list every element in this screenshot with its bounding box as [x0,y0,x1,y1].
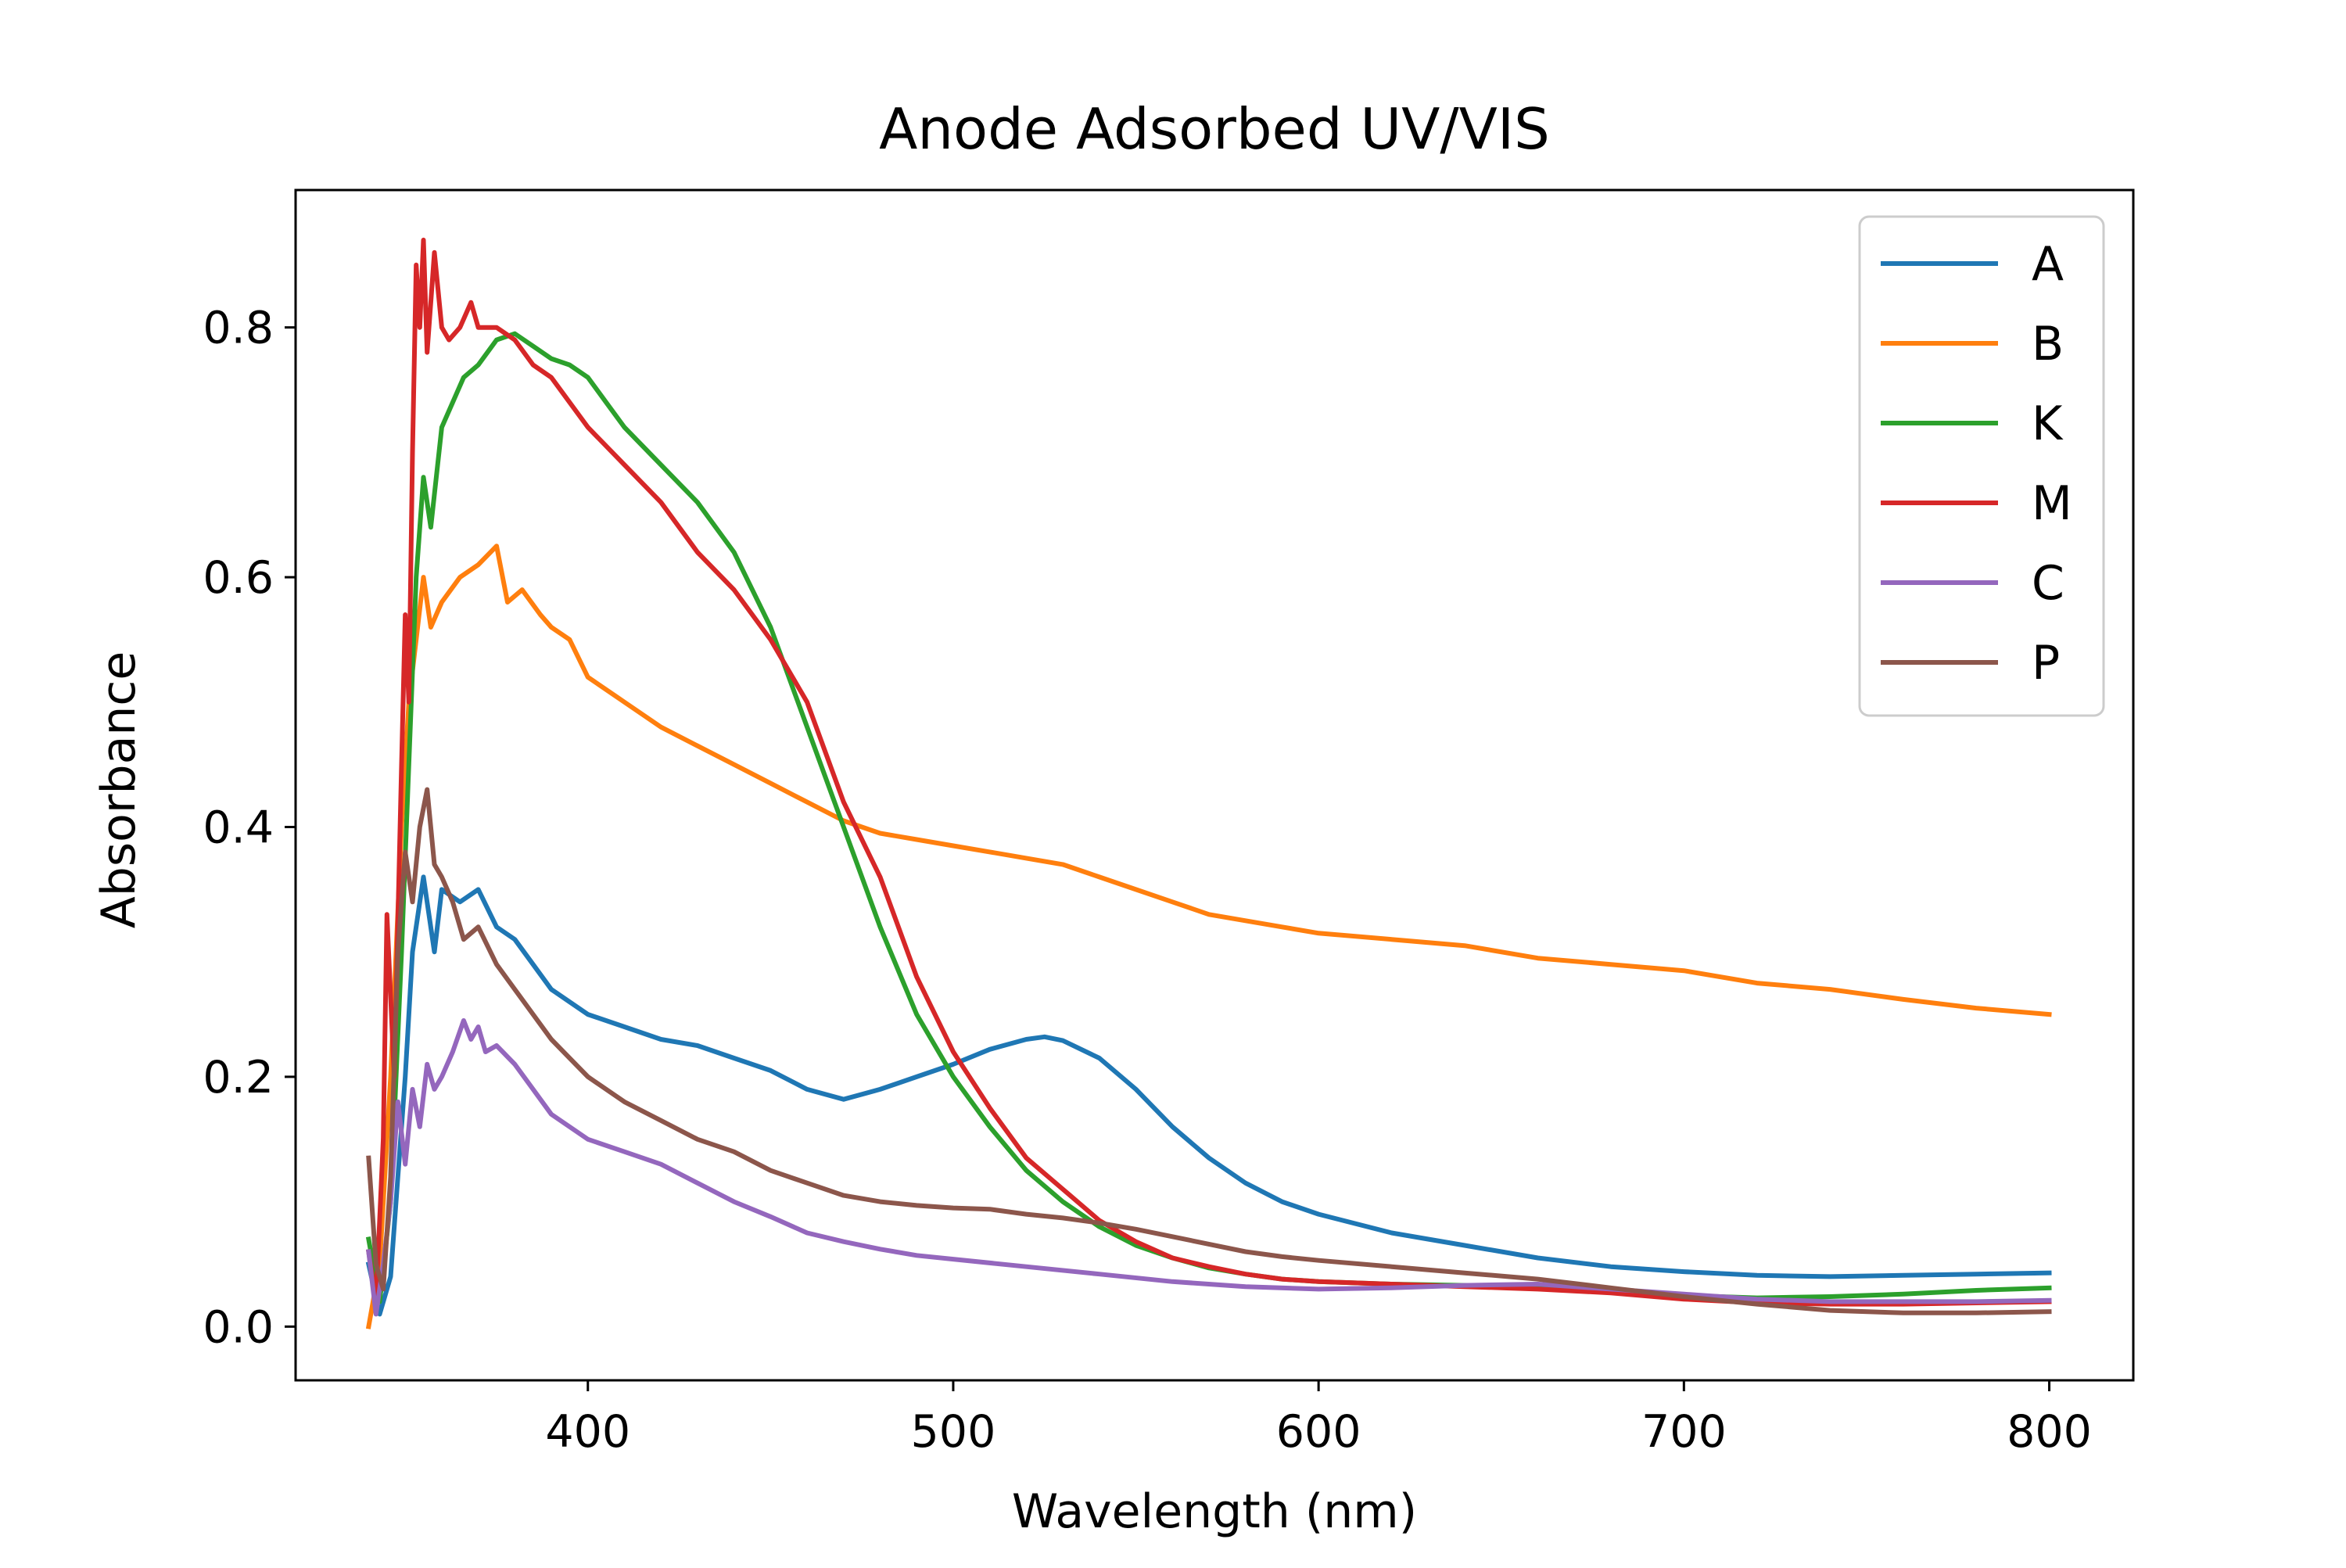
y-axis: 0.0 0.2 0.4 0.6 0.8 [203,303,296,1353]
series-line-a [365,874,2052,1317]
legend-box [1858,215,2105,717]
y-axis-label: Absorbance [91,651,146,929]
legend-label-p: P [2032,636,2060,691]
y-tick-label: 0.2 [203,1052,274,1103]
series-line-b [365,544,2052,1329]
legend-label-m: M [2032,476,2072,531]
x-axis: 400 500 600 700 800 [545,1380,2092,1458]
y-tick-label: 0.0 [203,1301,274,1353]
series-line-c [366,1018,2052,1317]
y-tick-label: 0.6 [203,552,274,604]
legend-label-b: B [2032,317,2064,371]
x-axis-label: Wavelength (nm) [1012,1484,1417,1539]
legend-label-k: K [2032,396,2064,451]
x-tick-label: 600 [1276,1406,1361,1458]
chart-title: Anode Adsorbed UV/VIS [879,96,1550,162]
y-tick-label: 0.8 [203,303,274,354]
axes-frame [294,188,2135,1382]
plot-area [294,188,2135,1382]
legend-label-a: A [2032,237,2064,292]
series-line-m [365,237,2052,1307]
series-line-p [366,787,2052,1315]
legend-label-c: C [2032,556,2064,611]
series-layer [365,237,2052,1329]
x-tick-label: 700 [1641,1406,1727,1458]
y-tick-label: 0.4 [203,802,274,854]
x-tick-label: 800 [2007,1406,2092,1458]
x-tick-label: 400 [545,1406,630,1458]
x-tick-label: 500 [911,1406,996,1458]
